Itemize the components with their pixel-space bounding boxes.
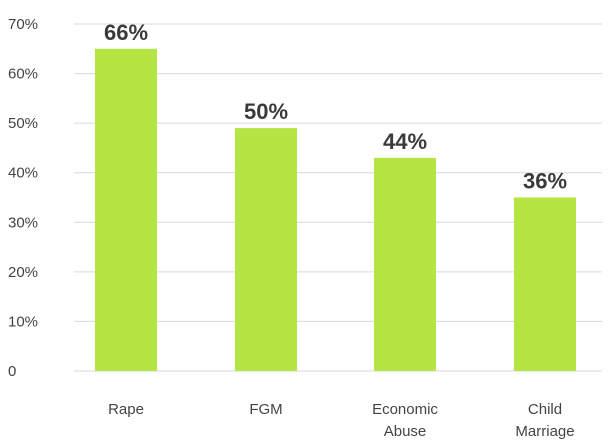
bar (374, 157, 436, 371)
data-label: 50% (244, 99, 288, 124)
y-tick-label: 40% (8, 165, 38, 182)
data-label: 66% (104, 20, 148, 45)
x-tick-label: FGM (249, 401, 282, 418)
x-tick-label: Marriage (515, 423, 574, 440)
y-tick-label: 0 (8, 363, 16, 380)
bar (235, 128, 297, 371)
data-labels: 66% 50% 44% 36% (104, 20, 567, 194)
y-axis-tick-labels: 0 10% 20% 30% 40% 50% 60% 70% (8, 16, 38, 380)
x-tick-label: Rape (108, 401, 144, 418)
x-tick-label: Economic (372, 401, 438, 418)
data-label: 44% (383, 129, 427, 154)
bar (95, 48, 157, 372)
x-tick-label: Child (528, 401, 562, 418)
y-tick-label: 10% (8, 313, 38, 330)
gridlines (74, 23, 602, 372)
bar (514, 197, 576, 371)
y-tick-label: 60% (8, 66, 38, 83)
bars (95, 48, 576, 372)
y-tick-label: 20% (8, 264, 38, 281)
y-tick-label: 30% (8, 214, 38, 231)
y-tick-label: 70% (8, 16, 38, 33)
x-tick-label: Abuse (384, 423, 427, 440)
x-axis-tick-labels: Rape FGM Economic Abuse Child Marriage (108, 401, 575, 440)
y-tick-label: 50% (8, 115, 38, 132)
data-label: 36% (523, 169, 567, 194)
